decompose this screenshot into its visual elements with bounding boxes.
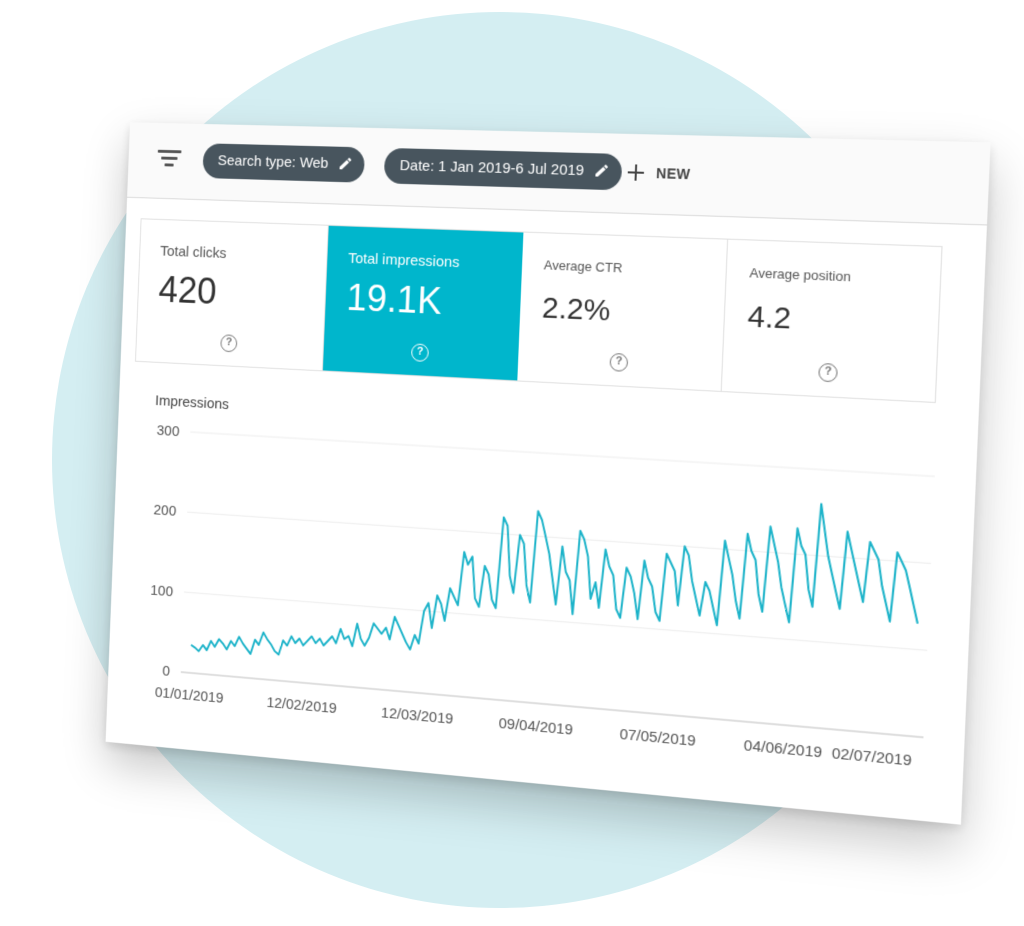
metric-label: Average position xyxy=(749,265,852,285)
x-tick-label: 02/07/2019 xyxy=(831,746,912,770)
x-tick-label: 12/03/2019 xyxy=(381,705,454,728)
metric-value: 2.2% xyxy=(541,291,611,328)
pencil-icon[interactable] xyxy=(594,162,611,179)
chart-ylabel: Impressions xyxy=(155,393,229,413)
help-icon[interactable]: ? xyxy=(609,352,629,372)
x-tick-label: 09/04/2019 xyxy=(498,716,573,739)
y-tick-label: 100 xyxy=(150,582,173,600)
metric-label: Average CTR xyxy=(543,257,623,276)
new-filter-button[interactable]: NEW xyxy=(627,162,691,186)
y-tick-label: 0 xyxy=(162,663,170,679)
metric-value: 4.2 xyxy=(746,299,792,336)
date-range-chip[interactable]: Date: 1 Jan 2019-6 Jul 2019 xyxy=(383,147,623,191)
y-tick-label: 300 xyxy=(156,423,179,440)
grid-line xyxy=(190,432,934,476)
metric-average-ctr[interactable]: Average CTR 2.2% ? xyxy=(517,232,729,391)
pencil-icon[interactable] xyxy=(338,156,354,172)
metric-label: Total clicks xyxy=(159,242,227,262)
performance-card: Search type: Web Date: 1 Jan 2019-6 Jul … xyxy=(105,122,991,825)
x-tick-label: 07/05/2019 xyxy=(619,726,696,750)
chart-y-ticks: 0 100 200 300 xyxy=(150,423,180,680)
help-icon[interactable]: ? xyxy=(818,362,838,383)
impressions-series-line xyxy=(191,465,923,713)
new-filter-label: NEW xyxy=(655,165,691,183)
filter-icon[interactable] xyxy=(157,148,182,168)
help-icon[interactable]: ? xyxy=(410,343,429,362)
help-icon[interactable]: ? xyxy=(220,334,238,353)
metric-average-position[interactable]: Average position 4.2 ? xyxy=(722,240,942,402)
search-type-chip[interactable]: Search type: Web xyxy=(202,143,366,183)
filter-toolbar: Search type: Web Date: 1 Jan 2019-6 Jul … xyxy=(127,122,991,226)
x-tick-label: 04/06/2019 xyxy=(743,738,822,762)
search-type-chip-label: Search type: Web xyxy=(217,152,329,172)
metric-value: 420 xyxy=(157,269,218,313)
plus-icon xyxy=(627,164,644,181)
chart-svg: Impressions 0 100 200 300 01/01/2019 12/02/2… xyxy=(150,393,980,770)
metric-total-clicks[interactable]: Total clicks 420 ? xyxy=(135,219,329,371)
x-tick-label: 01/01/2019 xyxy=(155,685,224,707)
metric-value: 19.1K xyxy=(345,277,443,323)
x-tick-label: 12/02/2019 xyxy=(266,695,337,717)
dashboard-card-wrapper: Search type: Web Date: 1 Jan 2019-6 Jul … xyxy=(105,122,991,825)
metric-total-impressions[interactable]: Total impressions 19.1K ? xyxy=(322,225,524,381)
y-tick-label: 200 xyxy=(153,503,176,520)
impressions-chart: Impressions 0 100 200 300 01/01/2019 12/02/2… xyxy=(106,361,980,825)
date-range-chip-label: Date: 1 Jan 2019-6 Jul 2019 xyxy=(399,157,585,180)
chart-x-ticks: 01/01/2019 12/02/2019 12/03/2019 09/04/2019… xyxy=(155,685,912,770)
metric-label: Total impressions xyxy=(347,250,460,272)
